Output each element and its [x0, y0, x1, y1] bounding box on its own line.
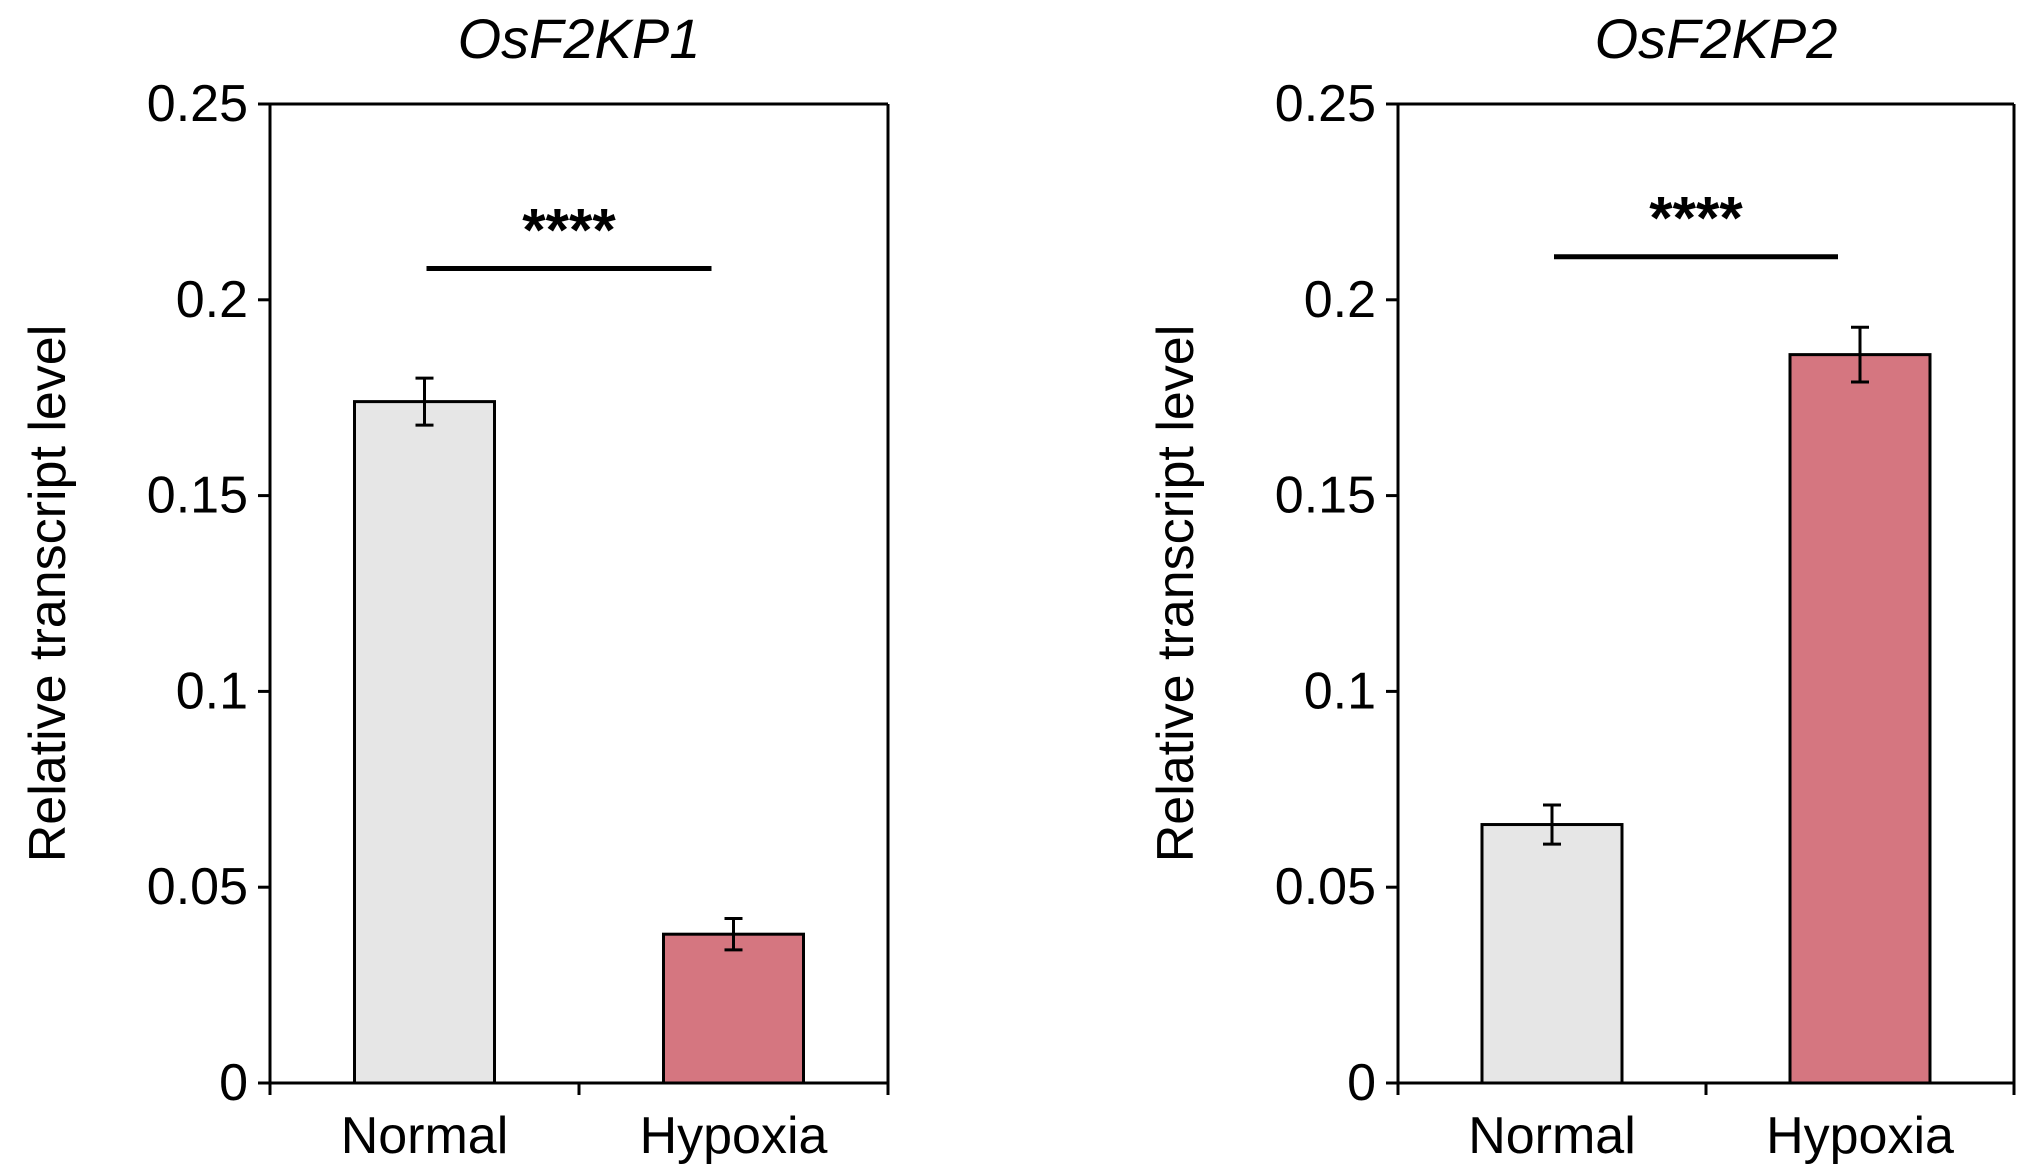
- y-tick-label: 0: [1347, 1054, 1376, 1112]
- chart-osf2kp1: OsF2KP1 Relative transcript level 0 0.05 0.1…: [19, 7, 890, 1165]
- x-tick-label: Hypoxia: [640, 1107, 828, 1165]
- y-tick-label: 0.25: [147, 75, 248, 133]
- chart-osf2kp2: OsF2KP2 Relative transcript level 0 0.05 0.1…: [1147, 7, 2016, 1165]
- bar-hypoxia: [662, 932, 805, 1085]
- bar-hypoxia: [1788, 353, 1932, 1085]
- y-tick-label: 0.2: [176, 271, 248, 329]
- chart-title: OsF2KP1: [458, 7, 701, 70]
- y-tick-label: 0.2: [1304, 271, 1376, 329]
- x-tick-label: Normal: [1468, 1107, 1636, 1165]
- y-tick-label: 0.05: [147, 858, 248, 916]
- y-tick-label: 0.15: [147, 467, 248, 525]
- significance-label: ****: [522, 196, 616, 263]
- y-axis-label: Relative transcript level: [1147, 325, 1205, 863]
- y-tick-label: 0.1: [176, 662, 248, 720]
- x-tick-label: Normal: [341, 1107, 509, 1165]
- bar-normal: [353, 400, 496, 1085]
- y-tick-label: 0.05: [1275, 858, 1376, 916]
- y-tick-label: 0.25: [1275, 75, 1376, 133]
- x-tick-label: Hypoxia: [1766, 1107, 1954, 1165]
- chart-title: OsF2KP2: [1595, 7, 1838, 70]
- y-tick-label: 0: [219, 1054, 248, 1112]
- y-tick-label: 0.1: [1304, 662, 1376, 720]
- y-axis-label: Relative transcript level: [19, 325, 77, 863]
- y-tick-label: 0.15: [1275, 467, 1376, 525]
- bar-normal: [1480, 823, 1624, 1085]
- significance-label: ****: [1649, 185, 1743, 252]
